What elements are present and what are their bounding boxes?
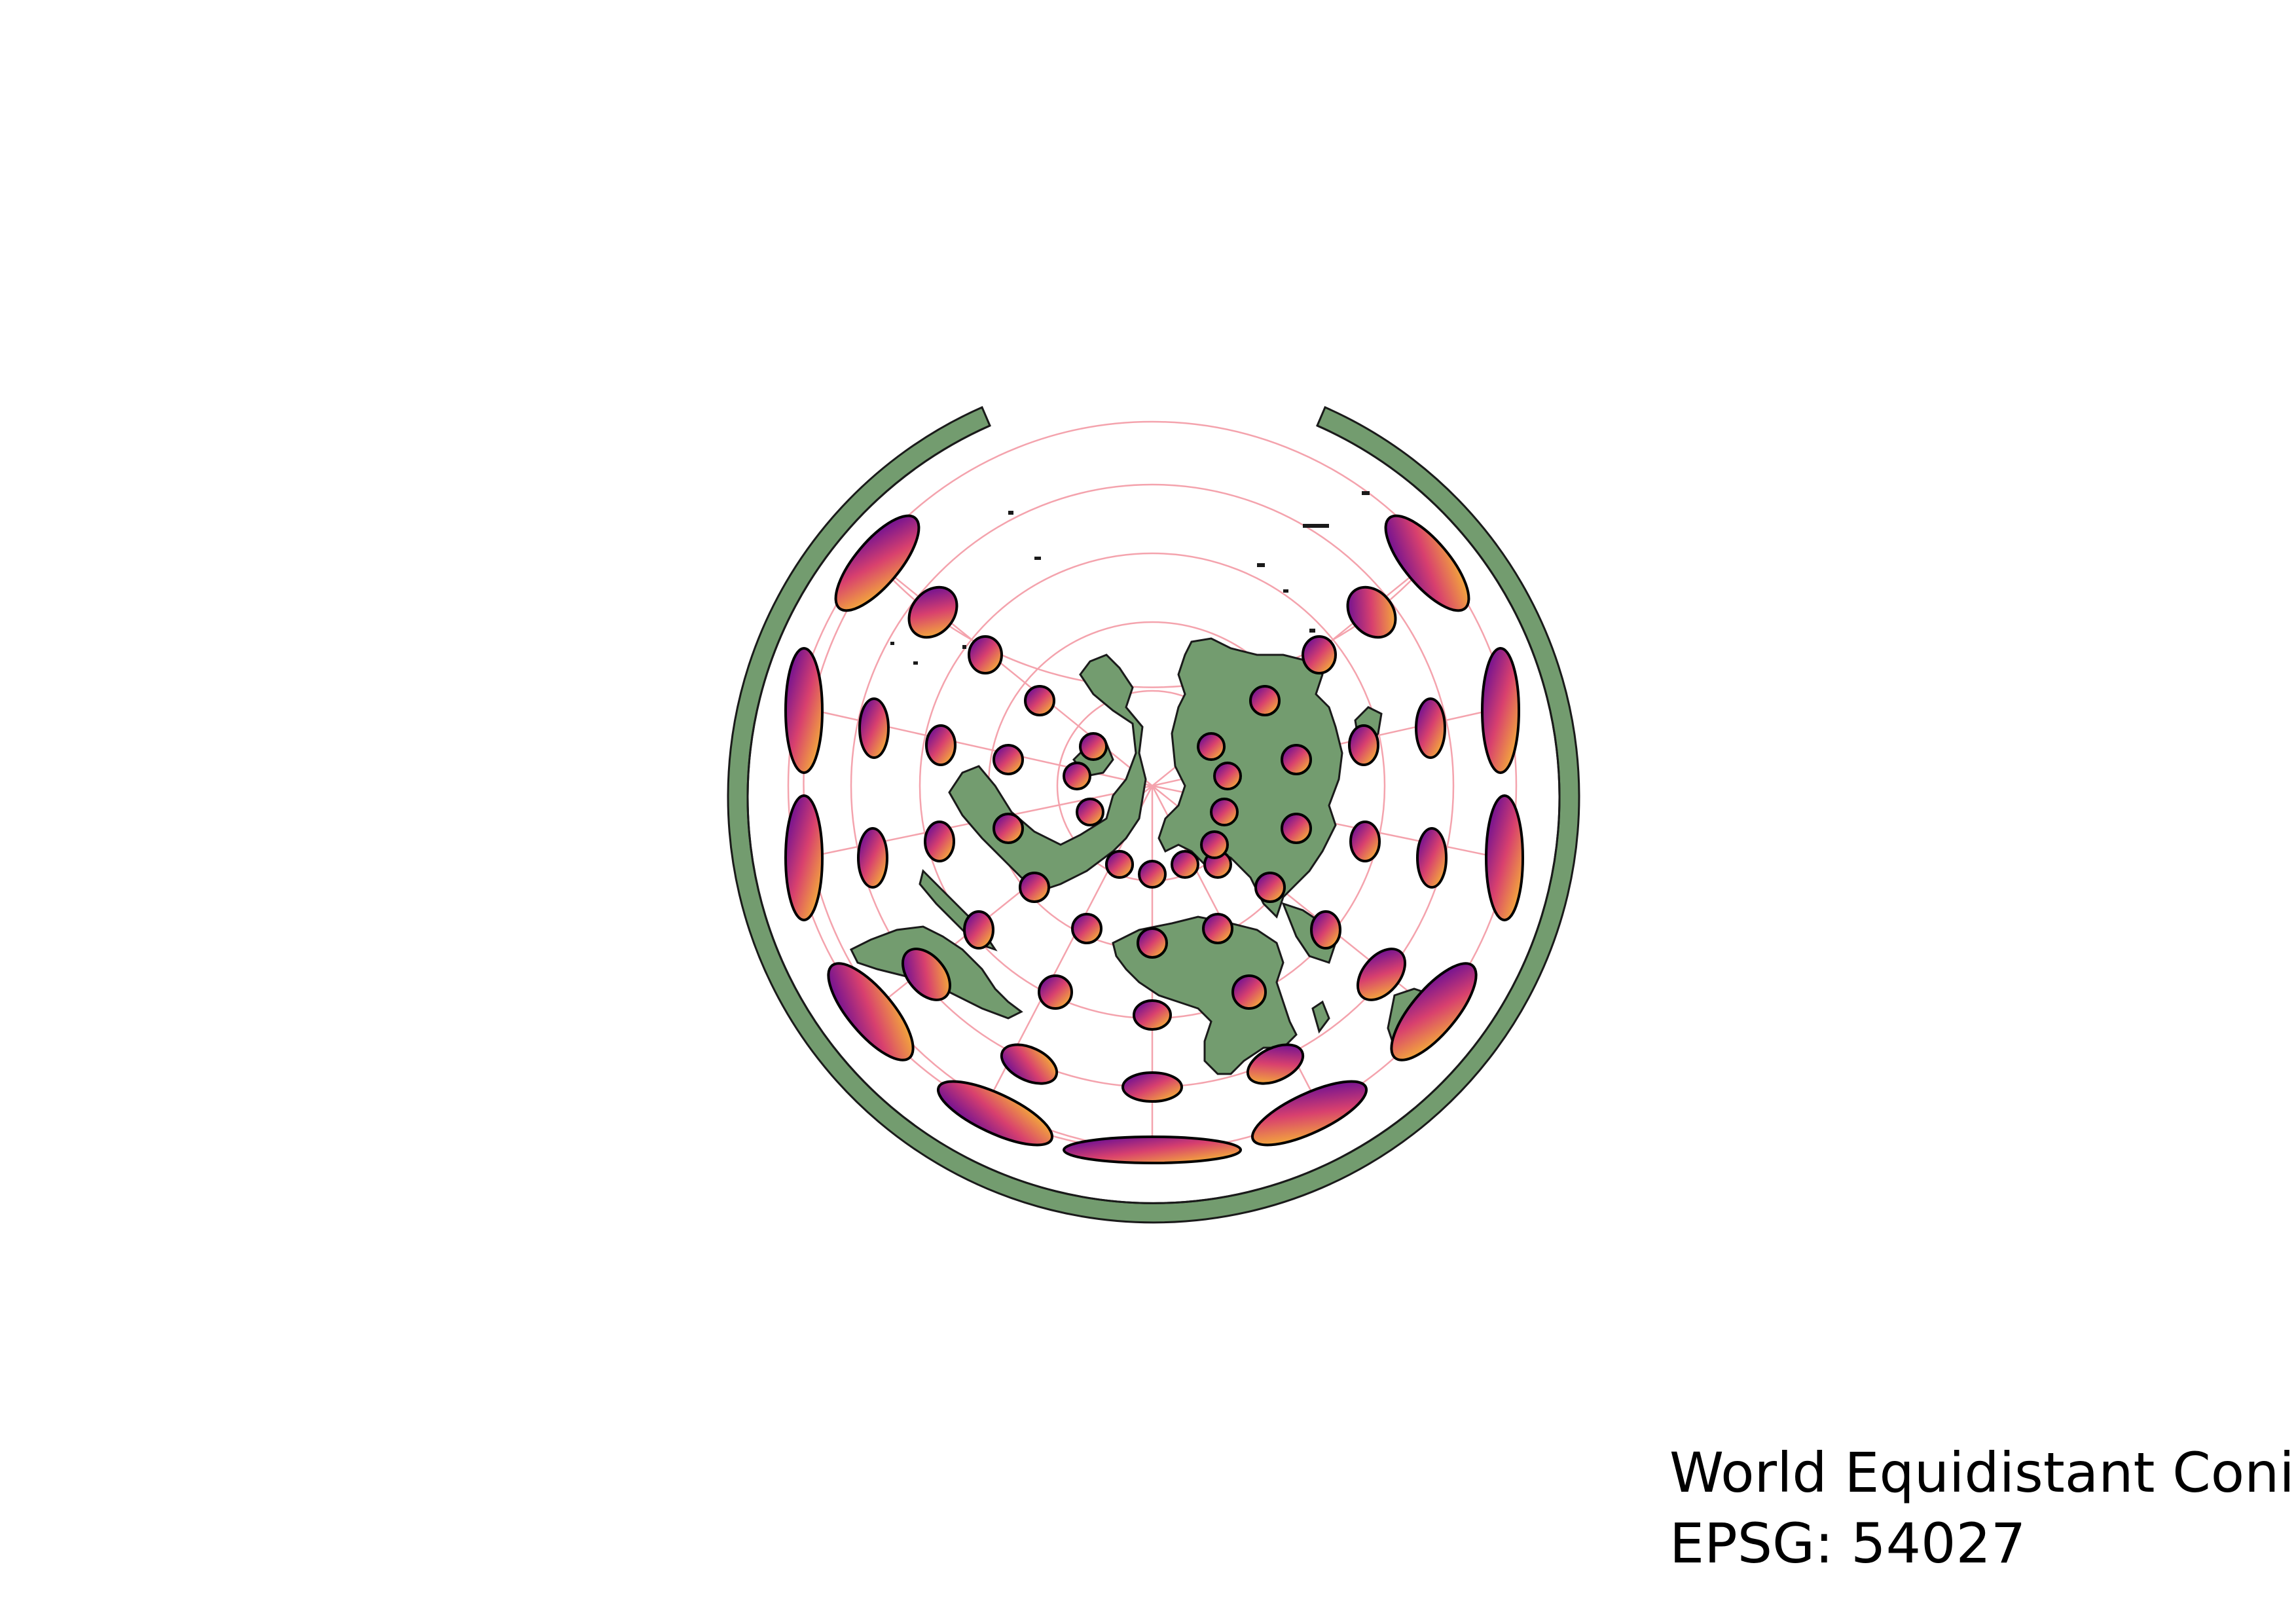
tissot-ellipse <box>784 794 824 921</box>
tissot-indicatrices <box>784 514 1524 1164</box>
epsg-code: EPSG: 54027 <box>1669 1511 2026 1576</box>
tissot-ellipse <box>1024 685 1055 716</box>
projection-name: World Equidistant Conic <box>1669 1441 2296 1505</box>
tissot-ellipse <box>968 635 1003 674</box>
tissot-ellipse <box>1356 948 1407 1001</box>
projection-caption: World Equidistant Conic EPSG: 54027 <box>1669 1437 2296 1579</box>
tissot-ellipse <box>1019 872 1050 903</box>
tissot-ellipse <box>907 585 958 639</box>
map-disk <box>746 424 1561 1204</box>
tissot-ellipse <box>1349 821 1381 862</box>
tissot-ellipse <box>1000 1043 1059 1085</box>
tissot-ellipse <box>901 948 952 1001</box>
tissot-ellipse <box>1063 1135 1242 1164</box>
tissot-ellipse <box>1302 635 1337 674</box>
tissot-ellipse <box>1200 830 1229 859</box>
madagascar <box>1311 1000 1330 1034</box>
tissot-ellipse <box>1133 999 1172 1031</box>
tissot-ellipse <box>925 724 957 766</box>
tissot-ellipse <box>834 514 920 612</box>
tissot-ellipse <box>1246 1043 1305 1085</box>
tissot-ellipse <box>1254 872 1286 903</box>
tissot-ellipse <box>1171 850 1199 879</box>
tissot-ellipse <box>924 821 955 862</box>
tissot-ellipse <box>1231 974 1267 1010</box>
tissot-ellipse <box>1281 744 1312 775</box>
tissot-ellipse <box>1310 910 1341 950</box>
tissot-ellipse <box>1485 794 1524 921</box>
tissot-ellipse <box>936 1080 1054 1147</box>
tissot-ellipse <box>1416 827 1448 889</box>
tissot-ellipse <box>1213 762 1242 790</box>
tissot-ellipse <box>1038 974 1073 1010</box>
tissot-ellipse <box>858 697 890 759</box>
tissot-ellipse <box>1121 1071 1183 1103</box>
tissot-ellipse <box>1197 732 1226 761</box>
tissot-ellipse <box>1071 913 1102 944</box>
tissot-ellipse <box>1250 1080 1368 1147</box>
tissot-ellipse <box>1281 813 1312 844</box>
tissot-ellipse <box>1138 860 1167 889</box>
tissot-ellipse <box>1063 762 1091 790</box>
tissot-ellipse <box>827 962 915 1061</box>
tissot-ellipse <box>1079 732 1108 761</box>
tissot-ellipse <box>1481 647 1520 774</box>
tissot-ellipse <box>1202 913 1233 944</box>
tissot-ellipse <box>1076 798 1104 826</box>
tissot-ellipse <box>1415 697 1446 759</box>
tissot-ellipse <box>1384 514 1470 612</box>
tissot-ellipse <box>1210 798 1239 826</box>
arctic-islands <box>890 491 1370 665</box>
tissot-ellipse <box>1348 724 1379 766</box>
tissot-ellipse <box>784 647 824 774</box>
tissot-ellipse <box>963 910 994 950</box>
tissot-ellipse <box>1346 585 1397 639</box>
tissot-ellipse <box>1390 962 1478 1061</box>
tissot-ellipse <box>857 827 888 889</box>
tissot-ellipse <box>993 813 1024 844</box>
tissot-ellipse <box>1105 850 1134 879</box>
tissot-ellipse <box>1137 927 1168 959</box>
tissot-ellipse <box>1249 685 1281 716</box>
tissot-ellipse <box>993 744 1024 775</box>
